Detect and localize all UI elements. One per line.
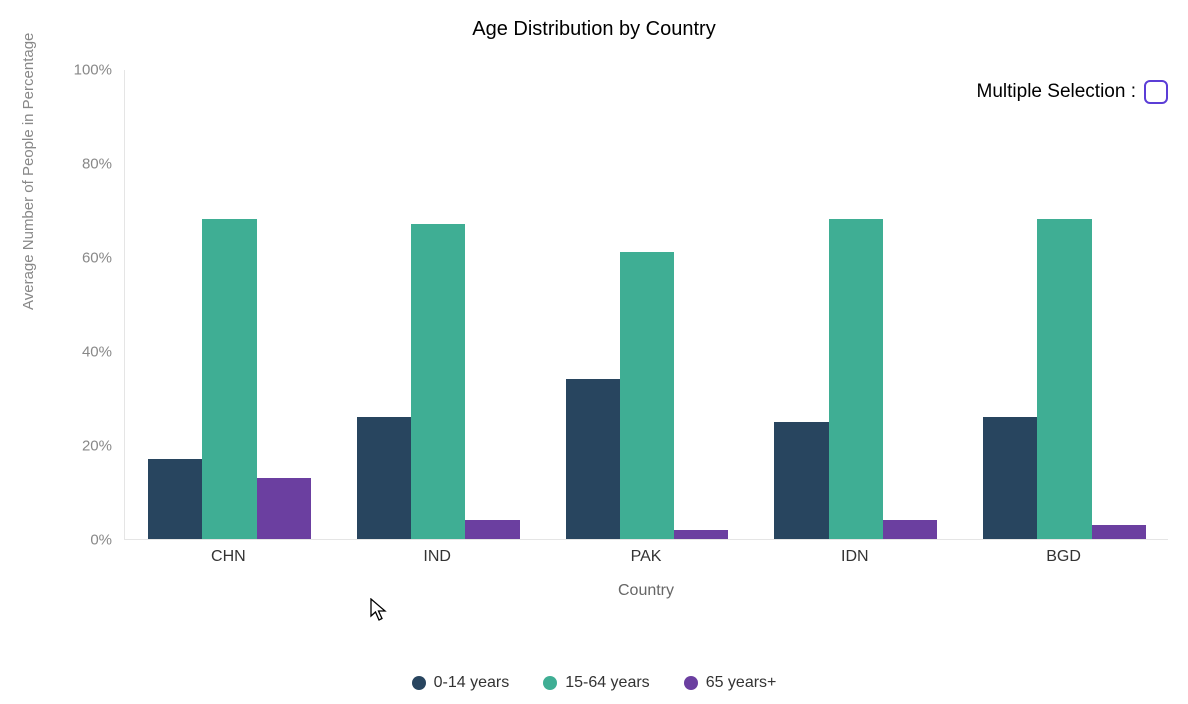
legend-item[interactable]: 15-64 years xyxy=(543,674,650,692)
x-axis-title: Country xyxy=(124,582,1168,600)
bar[interactable] xyxy=(620,252,674,539)
x-ticks: CHN IND PAK IDN BGD xyxy=(124,548,1168,578)
bar[interactable] xyxy=(566,379,620,539)
x-tick-label: IND xyxy=(423,548,451,566)
bar[interactable] xyxy=(829,219,883,539)
bar[interactable] xyxy=(774,422,828,540)
bar[interactable] xyxy=(1092,525,1146,539)
bar[interactable] xyxy=(883,520,937,539)
y-tick-label: 80% xyxy=(82,156,112,173)
bar[interactable] xyxy=(465,520,519,539)
legend-swatch xyxy=(543,676,557,690)
x-tick-label: CHN xyxy=(211,548,246,566)
legend: 0-14 years 15-64 years 65 years+ xyxy=(0,674,1188,692)
plot-wrap: Average Number of People in Percentage 0… xyxy=(62,70,1168,600)
x-tick-label: IDN xyxy=(841,548,869,566)
legend-label: 65 years+ xyxy=(706,674,777,692)
x-tick-label: PAK xyxy=(631,548,662,566)
y-axis-title: Average Number of People in Percentage xyxy=(20,33,37,310)
legend-label: 0-14 years xyxy=(434,674,510,692)
legend-item[interactable]: 65 years+ xyxy=(684,674,777,692)
bar[interactable] xyxy=(983,417,1037,539)
bar[interactable] xyxy=(357,417,411,539)
bar[interactable] xyxy=(411,224,465,539)
legend-item[interactable]: 0-14 years xyxy=(412,674,510,692)
legend-label: 15-64 years xyxy=(565,674,650,692)
bar[interactable] xyxy=(674,530,728,539)
y-tick-label: 100% xyxy=(74,62,112,79)
legend-swatch xyxy=(684,676,698,690)
y-tick-label: 40% xyxy=(82,344,112,361)
chart-title: Age Distribution by Country xyxy=(0,0,1188,41)
plot-area xyxy=(124,70,1168,540)
y-tick-label: 60% xyxy=(82,250,112,267)
bar[interactable] xyxy=(148,459,202,539)
legend-swatch xyxy=(412,676,426,690)
bar[interactable] xyxy=(202,219,256,539)
bar[interactable] xyxy=(1037,219,1091,539)
cursor-icon xyxy=(370,598,388,622)
y-ticks: 0%20%40%60%80%100% xyxy=(62,70,118,540)
y-tick-label: 0% xyxy=(90,532,112,549)
y-tick-label: 20% xyxy=(82,438,112,455)
bar[interactable] xyxy=(257,478,311,539)
x-tick-label: BGD xyxy=(1046,548,1081,566)
